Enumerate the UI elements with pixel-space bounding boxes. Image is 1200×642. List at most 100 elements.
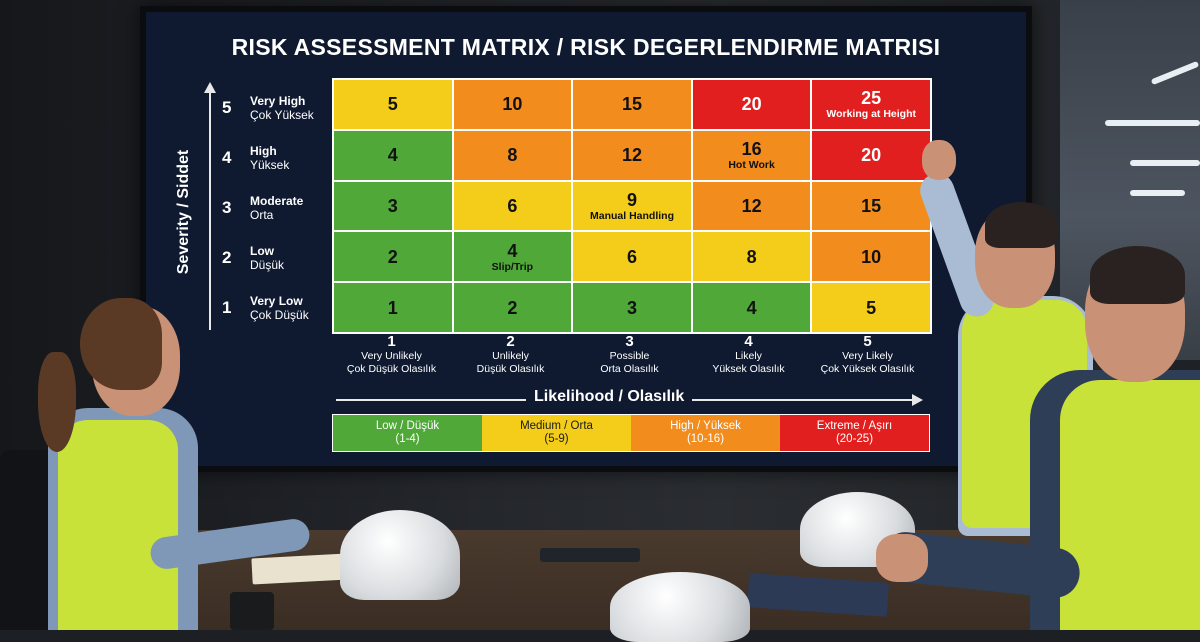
likelihood-level: 1 [387, 333, 396, 350]
legend-range: (1-4) [395, 433, 420, 445]
risk-score: 10 [861, 246, 882, 267]
risk-score: 5 [866, 297, 877, 318]
matrix-cell: 4 [334, 130, 452, 180]
likelihood-level: 3 [625, 333, 634, 350]
likelihood-name-tr: Orta Olasılık [600, 363, 659, 375]
person-pointing-hand [922, 140, 956, 180]
severity-row-label: 2 Low Düşük [222, 242, 332, 282]
matrix-cell: 8 [692, 232, 811, 282]
risk-score: 3 [626, 297, 637, 318]
likelihood-column-label: 5 Very Likely Çok Yüksek Olasılık [808, 333, 927, 376]
severity-level: 3 [222, 198, 232, 217]
matrix-cell: 3 [573, 283, 691, 332]
likelihood-name-en: Very Likely [842, 350, 893, 362]
risk-score: 4 [746, 297, 757, 318]
matrix-cell: 2 [453, 283, 572, 332]
legend-label: High / Yüksek [670, 420, 741, 432]
severity-name-en: High [250, 144, 277, 158]
legend-item-medium: Medium / Orta (5-9) [482, 415, 631, 451]
matrix-cell: 2 [334, 232, 452, 282]
severity-name-en: Moderate [250, 194, 304, 208]
likelihood-level: 5 [863, 333, 872, 350]
likelihood-column-label: 3 Possible Orta Olasılık [570, 333, 689, 376]
likelihood-name-en: Possible [609, 350, 650, 362]
risk-score: 15 [621, 94, 642, 115]
likelihood-name-en: Likely [735, 350, 762, 362]
legend-label: Extreme / Aşırı [816, 420, 893, 432]
matrix-cell: 6 [453, 181, 572, 231]
severity-row-label: 4 High Yüksek [222, 142, 332, 182]
likelihood-name-tr: Çok Yüksek Olasılık [820, 363, 915, 375]
severity-row-label: 3 Moderate Orta [222, 192, 332, 232]
likelihood-name-en: Very Unlikely [361, 350, 422, 362]
likelihood-name-tr: Yüksek Olasılık [712, 363, 785, 375]
matrix-cell: 5 [334, 80, 452, 129]
matrix-cell: 12 [692, 181, 811, 231]
risk-score: 2 [387, 246, 398, 267]
risk-score: 25 [861, 88, 882, 109]
safety-vest [1060, 380, 1200, 630]
severity-name-tr: Çok Düşük [250, 308, 309, 322]
matrix-cell: 8 [453, 130, 572, 180]
risk-matrix-grid: 5 10 15 20 25 Working at Height 4 8 12 16 Hot Work… [332, 78, 932, 334]
legend-label: Medium / Orta [520, 420, 593, 432]
matrix-cell: 6 [573, 232, 691, 282]
hazard-label: Hot Work [728, 159, 775, 172]
severity-level: 5 [222, 98, 232, 117]
hazard-label: Manual Handling [589, 209, 674, 222]
risk-score: 9 [626, 189, 637, 210]
matrix-cell: 10 [812, 232, 930, 282]
person-hair [80, 298, 162, 390]
risk-score: 5 [387, 94, 398, 115]
legend-label: Low / Düşük [375, 420, 440, 432]
risk-score: 6 [626, 246, 637, 267]
x-axis-label: Likelihood / Olasılık [526, 388, 693, 406]
hazard-label: Working at Height [826, 108, 916, 121]
display-screen: RISK ASSESSMENT MATRIX / RISK DEGERLENDI… [140, 6, 1032, 472]
risk-score: 8 [507, 145, 518, 166]
risk-score: 8 [746, 246, 757, 267]
y-axis-line [209, 92, 211, 330]
severity-name-en: Low [250, 244, 274, 258]
risk-score: 12 [621, 145, 642, 166]
risk-score: 4 [507, 240, 518, 261]
matrix-cell: 5 [812, 283, 930, 332]
y-axis-label: Severity / Siddet [175, 149, 192, 275]
risk-score: 1 [387, 297, 398, 318]
notepad [251, 553, 348, 585]
matrix-title: RISK ASSESSMENT MATRIX / RISK DEGERLENDI… [231, 34, 941, 60]
likelihood-name-tr: Çok Düşük Olasılık [346, 363, 437, 375]
hard-hat-icon [340, 510, 460, 600]
legend-item-low: Low / Düşük (1-4) [333, 415, 482, 451]
risk-score: 20 [861, 145, 882, 166]
legend-range: (10-16) [686, 433, 725, 445]
severity-name-tr: Orta [250, 208, 274, 222]
ceiling-light [1130, 190, 1185, 196]
matrix-cell: 4 [692, 283, 811, 332]
ceiling-light [1130, 160, 1200, 166]
risk-score: 10 [502, 94, 523, 115]
risk-score: 4 [387, 145, 398, 166]
matrix-cell: 16 Hot Work [692, 130, 811, 180]
severity-name-en: Very Low [250, 294, 303, 308]
likelihood-name-tr: Düşük Olasılık [476, 363, 545, 375]
severity-name-tr: Yüksek [250, 158, 290, 172]
matrix-cell: 12 [573, 130, 691, 180]
person-ponytail [38, 352, 76, 452]
legend-item-extreme: Extreme / Aşırı (20-25) [780, 415, 929, 451]
matrix-cell: 15 [812, 181, 930, 231]
likelihood-level: 4 [744, 333, 753, 350]
risk-score: 3 [387, 195, 398, 216]
matrix-cell: 20 [812, 130, 930, 180]
legend-range: (5-9) [544, 433, 569, 445]
coffee-mug [230, 592, 274, 630]
hazard-label: Slip/Trip [491, 260, 534, 273]
ceiling-light [1105, 120, 1200, 126]
severity-row-label: 5 Very High Çok Yüksek [222, 92, 332, 132]
severity-name-en: Very High [250, 94, 306, 108]
severity-name-tr: Çok Yüksek [250, 108, 314, 122]
likelihood-column-label: 1 Very Unlikely Çok Düşük Olasılık [332, 333, 451, 376]
tablet [540, 548, 640, 562]
safety-vest [58, 420, 178, 630]
